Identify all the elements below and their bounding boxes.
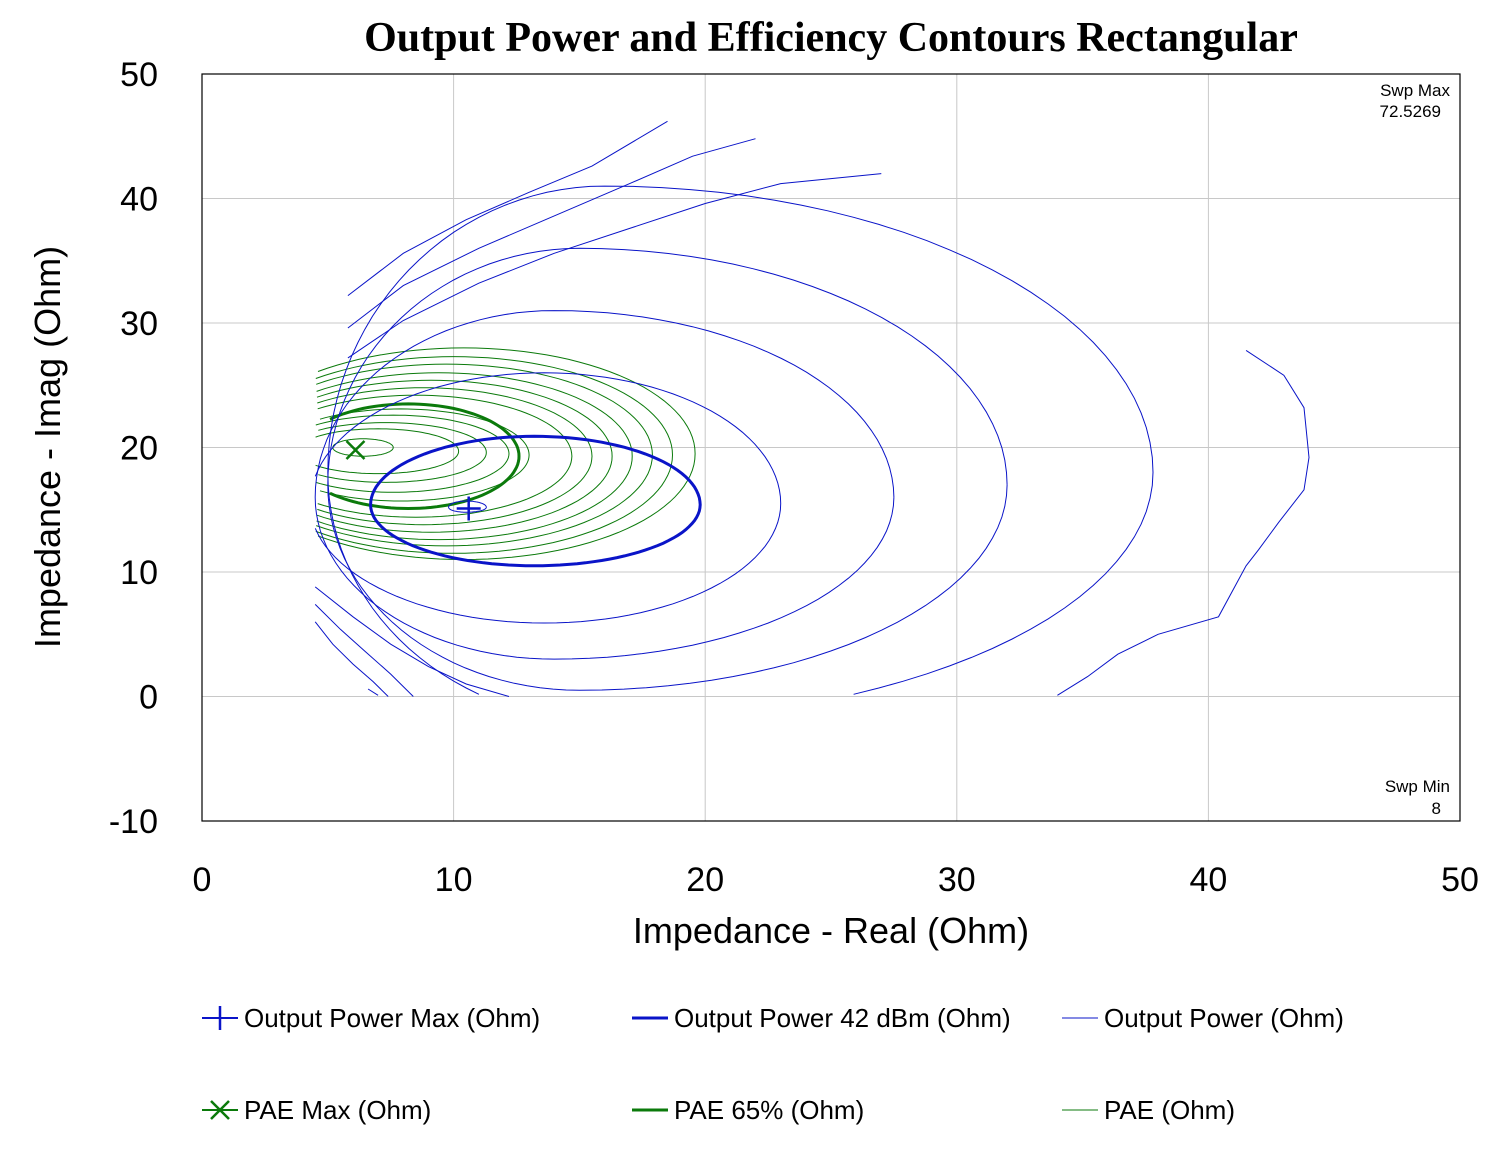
x-tick-label: 50 — [1441, 861, 1479, 899]
power-contour-outer-lower-3 — [314, 621, 389, 697]
pae-contour — [318, 422, 487, 483]
x-tick-labels: 0 10 20 30 40 50 — [193, 861, 1479, 899]
power-contour-outer-lower-2 — [314, 604, 414, 697]
pae-max-marker — [345, 440, 366, 460]
power-contour — [327, 185, 1154, 695]
pae-contour — [316, 372, 633, 541]
legend: Output Power Max (Ohm) Output Power 42 dB… — [202, 1003, 1344, 1125]
legend-label-pae: PAE (Ohm) — [1104, 1095, 1235, 1125]
power-contour-outer-right — [1057, 349, 1310, 696]
y-tick-label: 20 — [120, 430, 158, 468]
y-tick-label: -10 — [109, 803, 158, 841]
x-tick-label: 40 — [1189, 861, 1227, 899]
x-tick-label: 20 — [686, 861, 724, 899]
pae-65-contour — [329, 402, 521, 511]
y-tick-label: 30 — [120, 305, 158, 343]
pae-contour — [315, 414, 510, 493]
pae-contour — [316, 379, 613, 533]
y-axis-label: Impedance - Imag (Ohm) — [27, 246, 68, 648]
grid-lines — [202, 74, 1460, 821]
power-contour — [327, 247, 1008, 691]
power-max-marker — [456, 496, 481, 521]
pae-contour — [316, 363, 653, 547]
pae-contour — [319, 408, 530, 502]
pae-contour — [315, 356, 674, 554]
power-contour-outer-lower-4 — [367, 688, 379, 696]
swp-min-label: Swp Min — [1385, 777, 1450, 796]
power-contour-outer-upper-3 — [347, 173, 882, 359]
legend-label-power-42: Output Power 42 dBm (Ohm) — [674, 1003, 1011, 1033]
power-contour-outer-upper-1 — [347, 120, 668, 296]
plot-markers — [345, 440, 481, 521]
y-tick-label: 10 — [120, 554, 158, 592]
plot-curves — [314, 120, 1310, 697]
power-contour-outer-lower-1 — [314, 586, 510, 697]
swp-min-value: 8 — [1432, 799, 1441, 818]
legend-label-pae-max: PAE Max (Ohm) — [244, 1095, 431, 1125]
power-contour — [314, 372, 782, 624]
x-tick-label: 0 — [193, 861, 212, 899]
pae-contour — [317, 394, 573, 518]
power-42dbm-contour — [369, 434, 702, 568]
legend-marker-pae-max — [210, 1100, 230, 1120]
pae-contour — [315, 428, 460, 475]
y-tick-label: 40 — [120, 181, 158, 219]
legend-label-pae-65: PAE 65% (Ohm) — [674, 1095, 864, 1125]
power-contour-outer-upper-2 — [347, 138, 756, 329]
legend-label-power-max: Output Power Max (Ohm) — [244, 1003, 540, 1033]
y-tick-labels: 50 40 30 20 10 0 -10 — [109, 56, 158, 841]
swp-max-label: Swp Max — [1380, 81, 1450, 100]
chart-title: Output Power and Efficiency Contours Rec… — [364, 15, 1298, 61]
power-contour — [448, 500, 487, 513]
swp-max-value: 72.5269 — [1380, 102, 1441, 121]
plot-frame — [201, 73, 1461, 822]
pae-contour — [317, 347, 696, 561]
y-tick-label: 0 — [139, 679, 158, 717]
y-tick-label: 50 — [120, 56, 158, 94]
power-contour — [314, 310, 895, 660]
x-tick-label: 30 — [938, 861, 976, 899]
legend-label-power: Output Power (Ohm) — [1104, 1003, 1344, 1033]
x-tick-label: 10 — [435, 861, 473, 899]
x-axis-label: Impedance - Real (Ohm) — [633, 910, 1029, 951]
